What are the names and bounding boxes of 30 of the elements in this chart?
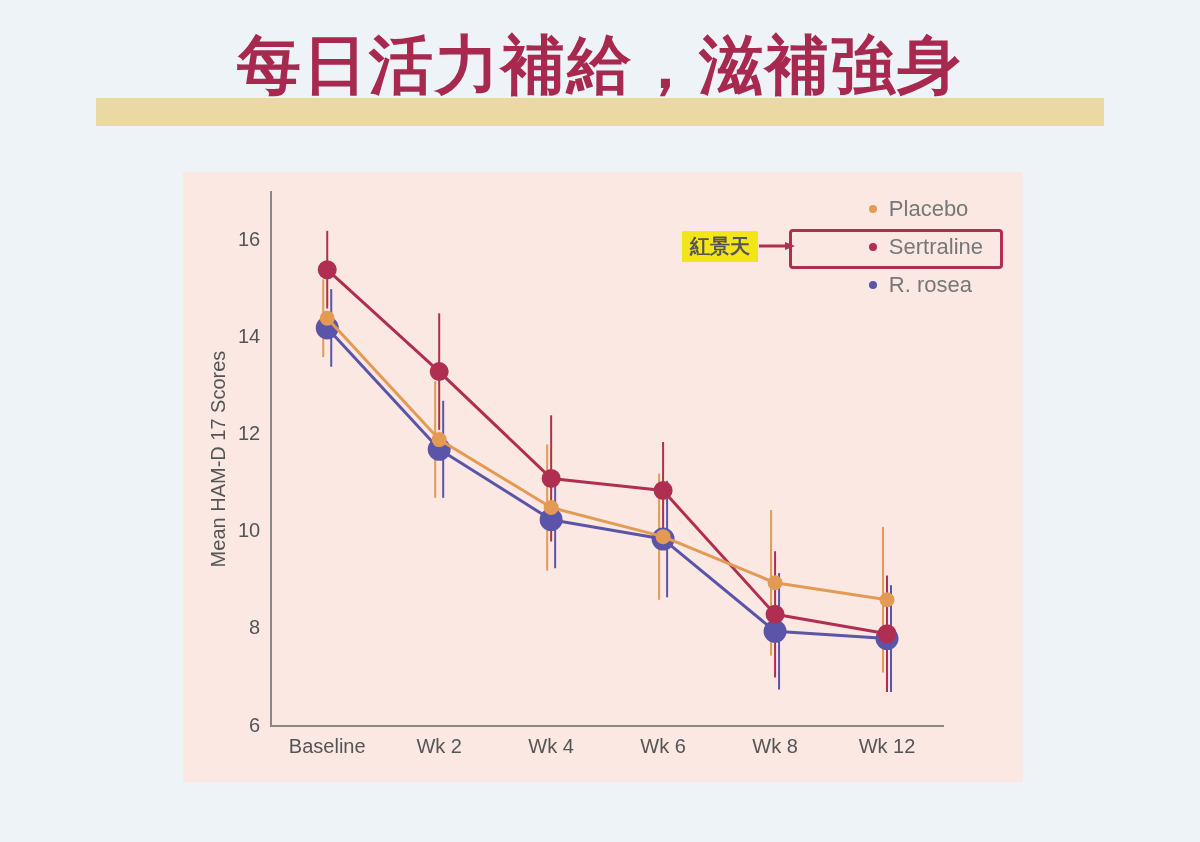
x-tick-label: Wk 2 (416, 734, 462, 757)
annotation: 紅景天 (682, 231, 758, 262)
x-tick-label: Wk 12 (858, 734, 916, 757)
point (763, 619, 787, 643)
point (877, 624, 897, 644)
y-tick-label: 12 (238, 422, 261, 445)
x-tick-label: Wk 8 (752, 734, 798, 757)
legend-label: Sertraline (888, 234, 983, 260)
point (765, 604, 785, 624)
point (431, 432, 447, 448)
point (543, 500, 559, 516)
point (767, 575, 783, 591)
legend-label: Placebo (888, 196, 969, 222)
y-tick-label: 16 (238, 228, 261, 251)
y-tick-label: 14 (238, 325, 261, 348)
y-axis-title: Mean HAM-D 17 Scores (206, 350, 229, 568)
y-tick-label: 10 (238, 519, 261, 542)
point (879, 592, 895, 608)
legend-label: R. rosea (888, 272, 972, 298)
point (541, 468, 561, 488)
point (429, 362, 449, 382)
point (319, 310, 335, 326)
point (317, 260, 337, 280)
x-tick-label: Wk 6 (640, 734, 686, 757)
y-tick-label: 6 (249, 713, 261, 736)
point (653, 481, 673, 501)
x-tick-label: Wk 4 (528, 734, 574, 757)
y-tick-label: 8 (249, 616, 261, 639)
x-tick-label: Baseline (288, 734, 366, 757)
chart-title: 每日活力補給，滋補強身 (236, 27, 964, 104)
